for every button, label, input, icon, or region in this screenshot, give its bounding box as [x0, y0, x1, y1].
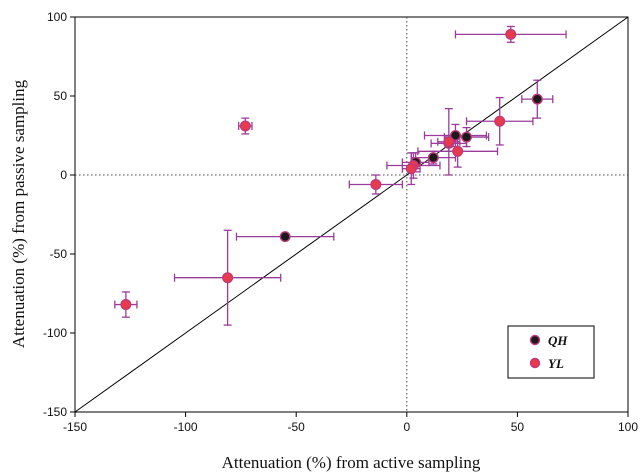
data-point-qh — [531, 93, 543, 105]
error-bars — [114, 25, 567, 326]
y-tick-label: -150 — [43, 405, 67, 419]
axis-ticks: -150 -100 -50 0 50 100 -150 -100 -50 0 50 100 — [43, 10, 638, 434]
legend: QH YL — [507, 325, 595, 379]
x-tick-label: 0 — [403, 420, 410, 434]
data-point-qh — [279, 231, 291, 243]
data-point-yl — [370, 178, 382, 190]
legend-box — [507, 325, 595, 379]
y-tick-label: 100 — [47, 10, 67, 24]
data-point-qh — [449, 129, 461, 141]
data-point-yl — [239, 120, 251, 132]
y-tick-label: 50 — [54, 89, 68, 103]
y-tick-label: -100 — [43, 326, 67, 340]
reference-lines — [74, 16, 629, 413]
x-tick-label: 50 — [511, 420, 525, 434]
data-point-qh — [461, 131, 473, 143]
data-point-yl — [222, 272, 234, 284]
x-tick-label: 100 — [618, 420, 638, 434]
data-point-yl — [452, 145, 464, 157]
data-point-yl — [405, 163, 417, 175]
data-point-yl — [120, 299, 132, 311]
legend-label-qh: QH — [548, 333, 568, 348]
x-tick-label: -150 — [63, 420, 87, 434]
legend-marker-qh — [529, 334, 541, 346]
data-point-qh — [427, 152, 439, 164]
legend-marker-yl — [529, 357, 541, 369]
x-tick-label: -50 — [288, 420, 306, 434]
data-points — [120, 28, 543, 311]
data-point-yl — [494, 115, 506, 127]
data-point-yl — [443, 136, 455, 148]
y-axis-label: Attenuation (%) from passive sampling — [9, 79, 28, 348]
y-tick-label: -50 — [50, 247, 68, 261]
legend-label-yl: YL — [548, 356, 564, 371]
x-axis-label: Attenuation (%) from active sampling — [222, 453, 481, 472]
y-tick-label: 0 — [60, 168, 67, 182]
x-tick-label: -100 — [174, 420, 198, 434]
one-to-one-line — [74, 16, 629, 413]
plot-frame — [74, 16, 629, 413]
data-point-yl — [505, 28, 517, 40]
